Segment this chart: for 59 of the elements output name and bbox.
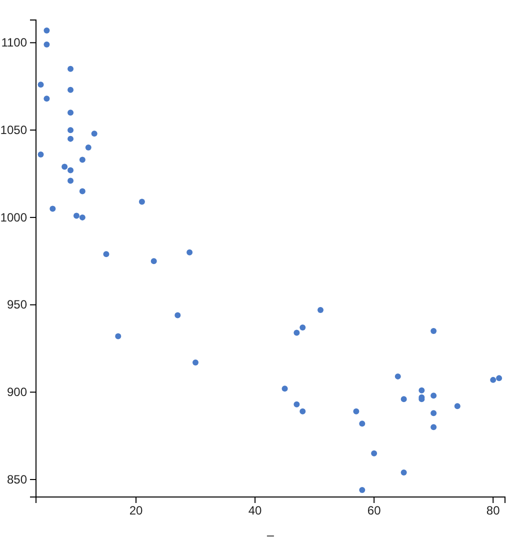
point: [44, 41, 50, 48]
point: [38, 152, 44, 158]
point: [68, 110, 74, 116]
point: [371, 450, 378, 456]
point: [38, 82, 44, 88]
point: [79, 188, 86, 194]
point: [44, 96, 50, 102]
point: [300, 324, 306, 331]
point: [192, 359, 199, 366]
point: [85, 144, 92, 151]
point: [79, 214, 86, 220]
x-tick-label: 80: [486, 504, 500, 518]
x-tick-label: 40: [248, 504, 262, 518]
point: [430, 424, 437, 430]
point: [186, 249, 193, 256]
point: [294, 401, 300, 408]
x-tick-label: 20: [129, 504, 143, 518]
point: [418, 387, 425, 394]
point: [359, 487, 366, 494]
point: [50, 206, 56, 212]
point: [400, 470, 407, 476]
point: [353, 408, 360, 414]
point: [174, 312, 181, 318]
y-tick-label: 950: [6, 298, 28, 312]
point: [150, 258, 157, 264]
point: [91, 130, 98, 137]
point: [79, 156, 86, 163]
point: [490, 376, 496, 383]
point: [68, 136, 74, 142]
point: [454, 403, 460, 410]
y-tick-label: 1050: [0, 122, 28, 137]
point: [430, 410, 437, 416]
point: [430, 392, 437, 399]
y-tick-label: 900: [6, 385, 28, 400]
y-tick-label: 1100: [1, 36, 28, 50]
point: [317, 307, 324, 314]
point: [103, 251, 110, 258]
point: [73, 212, 80, 219]
point: [68, 86, 74, 93]
point: [62, 164, 68, 170]
y-tick-label: 1000: [0, 210, 28, 224]
x-tick-label: 60: [367, 504, 382, 518]
point: [68, 66, 74, 72]
point: [394, 373, 401, 380]
point: [359, 420, 366, 427]
point: [68, 167, 74, 174]
point: [138, 198, 145, 205]
point: [282, 386, 288, 392]
point: [44, 27, 50, 34]
point: [300, 408, 306, 414]
point: [496, 375, 502, 382]
y-tick-label: 850: [6, 472, 28, 486]
point: [294, 330, 300, 336]
x-axis-title: _: [266, 523, 274, 537]
point: [115, 333, 122, 340]
point: [400, 396, 407, 402]
point: [68, 127, 74, 134]
point: [430, 328, 437, 334]
point: [68, 178, 74, 184]
